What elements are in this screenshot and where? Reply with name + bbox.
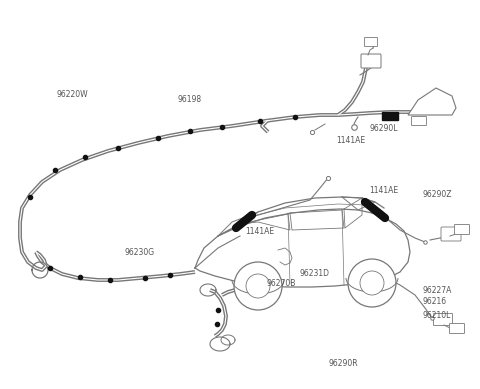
Text: 96270B: 96270B: [266, 279, 296, 289]
Text: 96230G: 96230G: [125, 247, 155, 257]
FancyBboxPatch shape: [441, 227, 461, 241]
FancyBboxPatch shape: [411, 116, 427, 126]
Text: 96231D: 96231D: [300, 269, 330, 278]
Circle shape: [246, 274, 270, 298]
Text: 96216: 96216: [422, 297, 446, 306]
Circle shape: [360, 271, 384, 295]
Text: 96210L: 96210L: [422, 310, 451, 320]
Circle shape: [234, 262, 282, 310]
Polygon shape: [408, 88, 456, 115]
Text: 96290R: 96290R: [329, 359, 359, 368]
Text: 96220W: 96220W: [57, 89, 88, 99]
Text: 96290L: 96290L: [370, 124, 398, 133]
Text: 96198: 96198: [178, 95, 202, 104]
FancyBboxPatch shape: [361, 54, 381, 68]
Text: 1141AE: 1141AE: [370, 186, 399, 195]
FancyBboxPatch shape: [455, 224, 469, 235]
FancyBboxPatch shape: [364, 37, 377, 47]
Text: 1141AE: 1141AE: [245, 227, 274, 236]
Text: 1141AE: 1141AE: [336, 135, 365, 145]
FancyBboxPatch shape: [449, 324, 465, 333]
Circle shape: [348, 259, 396, 307]
FancyBboxPatch shape: [433, 314, 453, 326]
Text: 96290Z: 96290Z: [422, 190, 452, 199]
Text: 96227A: 96227A: [422, 286, 452, 296]
Polygon shape: [382, 112, 398, 120]
